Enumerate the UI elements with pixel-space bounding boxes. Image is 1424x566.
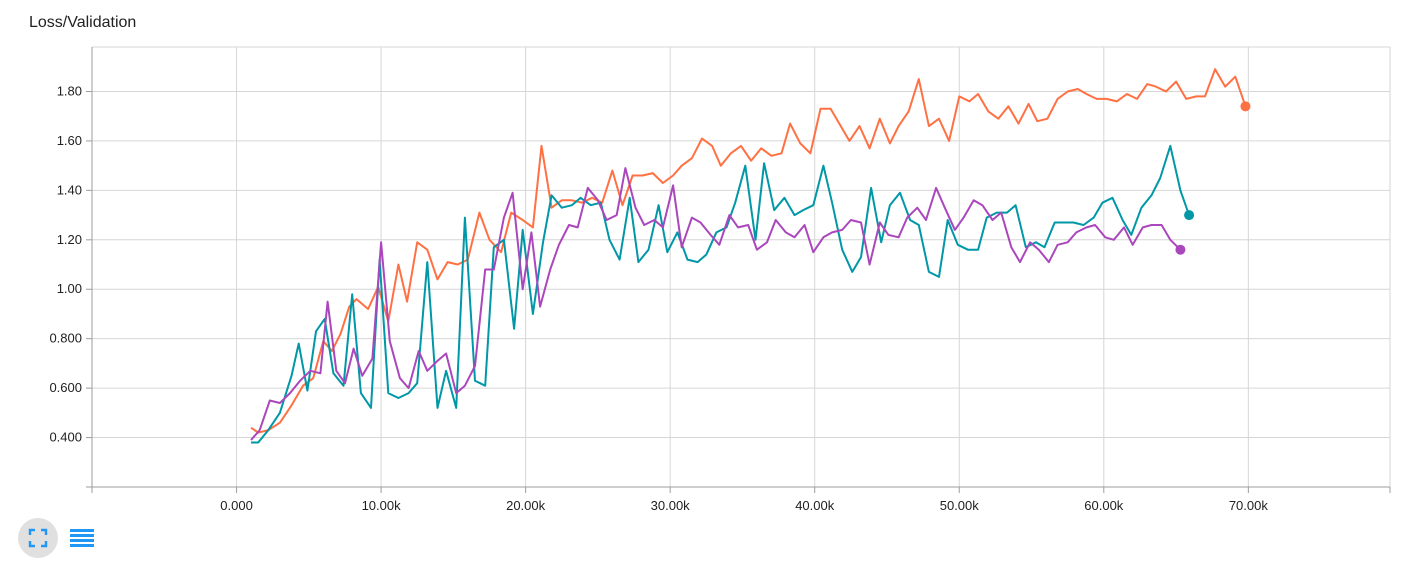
x-tick-label: 10.00k [362, 498, 402, 510]
x-tick-label: 60.00k [1084, 498, 1124, 510]
y-tick-label: 1.20 [57, 232, 82, 247]
fullscreen-icon [28, 528, 48, 548]
chart-title: Loss/Validation [29, 14, 137, 31]
series-endpoint-1 [1184, 210, 1195, 221]
y-tick-label: 0.600 [49, 380, 82, 395]
x-tick-label: 50.00k [940, 498, 980, 510]
series-line-2 [250, 167, 1182, 441]
series-line-0 [250, 68, 1247, 434]
x-tick-label: 30.00k [651, 498, 691, 510]
x-tick-label: 0.000 [220, 498, 253, 510]
data-list-icon [70, 529, 94, 547]
toggle-data-list-button[interactable] [62, 518, 102, 558]
chart-toolbar [18, 518, 102, 558]
fullscreen-button[interactable] [18, 518, 58, 558]
x-tick-label: 70.00k [1229, 498, 1269, 510]
y-tick-label: 1.60 [57, 133, 82, 148]
x-tick-label: 20.00k [506, 498, 546, 510]
series-endpoint-0 [1240, 101, 1251, 112]
x-tick-label: 40.00k [795, 498, 835, 510]
y-tick-label: 0.400 [49, 430, 82, 445]
series-endpoint-2 [1175, 244, 1186, 255]
y-tick-label: 0.800 [49, 331, 82, 346]
line-chart[interactable]: 0.400 0.600 0.800 1.00 1.20 1.40 1.60 1.80 0.000… [0, 0, 1424, 510]
y-tick-label: 1.80 [57, 83, 82, 98]
y-tick-label: 1.40 [57, 182, 82, 197]
y-tick-label: 1.00 [57, 281, 82, 296]
